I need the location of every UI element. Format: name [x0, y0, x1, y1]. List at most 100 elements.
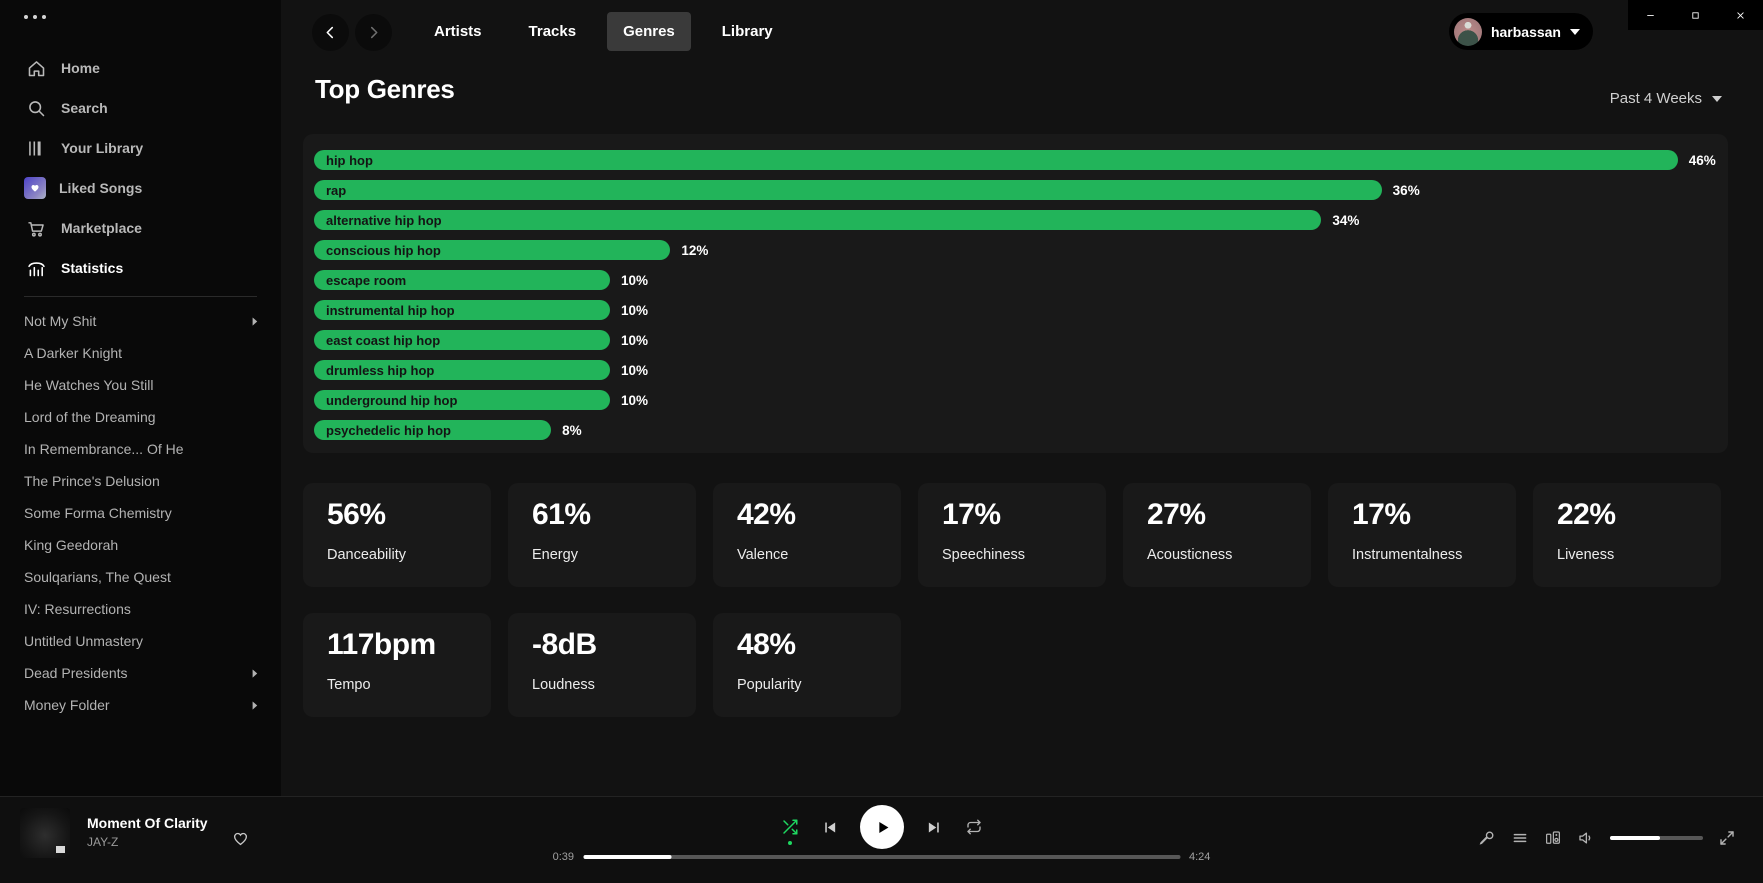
tab-tracks[interactable]: Tracks — [528, 23, 577, 40]
stat-value: 61% — [532, 498, 591, 531]
playlist-item-he-watches-you-still[interactable]: He Watches You Still — [0, 369, 281, 401]
playlist-label: King Geedorah — [24, 537, 119, 553]
user-menu[interactable]: harbassan — [1448, 13, 1593, 50]
genre-bar-row: psychedelic hip hop 8% — [314, 420, 1717, 440]
genre-bar-value: 46% — [1688, 152, 1716, 168]
stat-value: 27% — [1147, 498, 1206, 531]
genre-bar-label: conscious hip hop — [326, 242, 441, 258]
playlist-label: He Watches You Still — [24, 377, 154, 393]
back-button[interactable] — [312, 14, 349, 51]
playlist-label: Soulqarians, The Quest — [24, 569, 171, 585]
track-title[interactable]: Moment Of Clarity — [87, 815, 208, 831]
playlist-item-not-my-shit[interactable]: Not My Shit — [0, 305, 281, 337]
sidebar-item-search[interactable]: Search — [0, 88, 281, 128]
fullscreen-button[interactable] — [1718, 829, 1736, 847]
genre-bar-row: underground hip hop 10% — [314, 390, 1717, 410]
chevron-right-icon — [248, 699, 261, 712]
genre-bar-value: 10% — [621, 332, 649, 348]
queue-button[interactable] — [1511, 829, 1529, 847]
lyrics-mic-button[interactable] — [1478, 829, 1496, 847]
genre-bars: hip hop 46% rap 36% alternative hip hop 34% co… — [314, 150, 1717, 440]
genre-bar-value: 34% — [1332, 212, 1360, 228]
playlist-item-king-geedorah[interactable]: King Geedorah — [0, 529, 281, 561]
time-range-dropdown[interactable]: Past 4 Weeks — [1610, 90, 1722, 107]
stat-card-danceability: 56% Danceability — [303, 483, 491, 587]
caret-down-icon — [1570, 28, 1580, 35]
sidebar-item-label: Your Library — [61, 140, 144, 156]
sidebar-item-label: Search — [61, 100, 108, 116]
stat-value: 56% — [327, 498, 386, 531]
playlist-item-iv-resurrections[interactable]: IV: Resurrections — [0, 593, 281, 625]
tab-library[interactable]: Library — [721, 23, 773, 40]
previous-button[interactable] — [821, 819, 838, 836]
tab-genres[interactable]: Genres — [607, 12, 691, 51]
stat-label: Acousticness — [1147, 547, 1233, 563]
stat-value: 17% — [942, 498, 1001, 531]
sidebar-item-label: Home — [61, 60, 100, 76]
stat-card-instrumentalness: 17% Instrumentalness — [1328, 483, 1516, 587]
playlist-item-dead-presidents[interactable]: Dead Presidents — [0, 657, 281, 689]
library-icon — [24, 136, 48, 160]
window-minimize-button[interactable] — [1628, 0, 1673, 30]
window-close-button[interactable] — [1718, 0, 1763, 30]
sidebar-item-liked-songs[interactable]: Liked Songs — [0, 168, 281, 208]
playlist-item-soulqarians-the-quest[interactable]: Soulqarians, The Quest — [0, 561, 281, 593]
stat-card-acousticness: 27% Acousticness — [1123, 483, 1311, 587]
genre-bar-value: 36% — [1392, 182, 1420, 198]
volume-slider[interactable] — [1610, 836, 1703, 840]
genre-bar-label: rap — [326, 182, 347, 198]
user-name: harbassan — [1490, 23, 1561, 40]
playlist-label: Money Folder — [24, 697, 110, 713]
genre-bar: instrumental hip hop — [314, 300, 611, 320]
topbar-tabs: Artists Tracks Genres Library — [418, 12, 789, 51]
stat-label: Valence — [737, 547, 789, 563]
sidebar-item-your-library[interactable]: Your Library — [0, 128, 281, 168]
progress-bar[interactable] — [583, 855, 1180, 859]
window-maximize-button[interactable] — [1673, 0, 1718, 30]
sidebar-item-home[interactable]: Home — [0, 48, 281, 88]
play-button[interactable] — [859, 805, 904, 849]
now-playing: Moment Of Clarity JAY-Z — [20, 808, 208, 858]
progress-fill — [583, 855, 672, 859]
genre-bar: alternative hip hop — [314, 210, 1322, 230]
album-art[interactable] — [20, 808, 70, 858]
volume-icon[interactable] — [1577, 829, 1595, 847]
playlist-item-money-folder[interactable]: Money Folder — [0, 689, 281, 721]
next-button[interactable] — [926, 819, 943, 836]
sidebar-item-marketplace[interactable]: Marketplace — [0, 208, 281, 248]
sidebar-item-statistics[interactable]: Statistics — [0, 248, 281, 288]
playlist-item-some-forma-chemistry[interactable]: Some Forma Chemistry — [0, 497, 281, 529]
sidebar-nav: Home Search Your Library Liked Songs Marketp… — [0, 48, 281, 288]
genre-bar: psychedelic hip hop — [314, 420, 552, 440]
cart-icon — [24, 216, 48, 240]
duration-time: 4:24 — [1189, 851, 1211, 863]
stat-value: 117bpm — [327, 628, 436, 661]
track-artist[interactable]: JAY-Z — [87, 835, 119, 849]
stat-card-tempo: 117bpm Tempo — [303, 613, 491, 717]
tab-artists[interactable]: Artists — [434, 23, 482, 40]
player-bar: Moment Of Clarity JAY-Z 0:39 4:24 — [0, 796, 1763, 883]
app-menu-button[interactable] — [24, 15, 46, 19]
window-controls — [1628, 0, 1763, 30]
playlist-item-lord-of-the-dreaming[interactable]: Lord of the Dreaming — [0, 401, 281, 433]
stat-card-energy: 61% Energy — [508, 483, 696, 587]
sidebar-item-label: Marketplace — [61, 220, 142, 236]
playlist-item-untitled-unmastery[interactable]: Untitled Unmastery — [0, 625, 281, 657]
repeat-button[interactable] — [965, 818, 983, 836]
playlist-item-a-darker-knight[interactable]: A Darker Knight — [0, 337, 281, 369]
chevron-right-icon — [248, 315, 261, 328]
playlist-item-the-prince-s-delusion[interactable]: The Prince's Delusion — [0, 465, 281, 497]
stat-card-loudness: -8dB Loudness — [508, 613, 696, 717]
shuffle-button[interactable] — [781, 818, 799, 836]
history-nav — [312, 14, 392, 51]
genre-bar: rap — [314, 180, 1382, 200]
stat-label: Energy — [532, 547, 578, 563]
liked-icon — [24, 177, 46, 199]
genre-bar: underground hip hop — [314, 390, 611, 410]
forward-button[interactable] — [355, 14, 392, 51]
like-track-button[interactable] — [231, 829, 250, 848]
devices-button[interactable] — [1544, 829, 1562, 847]
genre-bar-row: east coast hip hop 10% — [314, 330, 1717, 350]
playlist-item-in-remembrance-of-he[interactable]: In Remembrance... Of He — [0, 433, 281, 465]
